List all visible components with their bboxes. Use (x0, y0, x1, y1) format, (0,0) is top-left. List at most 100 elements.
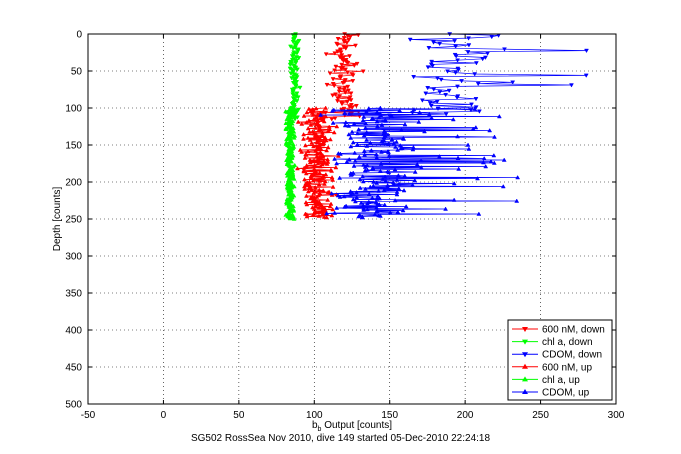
data-point (378, 112, 384, 118)
data-point (364, 130, 370, 135)
data-point (382, 202, 388, 207)
data-point (345, 60, 351, 66)
data-point (453, 70, 459, 76)
data-point (348, 144, 354, 149)
legend-marker (522, 327, 528, 332)
legend-entry-label: 600 nM, up (542, 362, 592, 373)
data-point (313, 114, 319, 119)
data-point (385, 132, 391, 137)
series-chl-a-up (283, 105, 298, 221)
data-point (393, 144, 398, 149)
y-tick-label: 350 (65, 289, 82, 300)
data-point (402, 121, 408, 127)
data-point (324, 215, 330, 220)
series-600-nm-up (295, 105, 341, 220)
data-point (312, 134, 318, 139)
data-point (489, 35, 495, 40)
data-point (426, 46, 432, 51)
y-tick-label: 50 (71, 67, 83, 78)
data-point (288, 71, 294, 76)
data-point (485, 51, 490, 56)
data-point (297, 85, 303, 91)
x-tick-label: 0 (161, 410, 167, 421)
data-point (306, 117, 312, 123)
data-point (332, 210, 338, 215)
data-point (348, 172, 354, 177)
data-point (394, 139, 399, 144)
data-point (336, 86, 342, 92)
data-point (483, 164, 489, 169)
data-point (500, 184, 506, 189)
data-point (377, 168, 383, 173)
data-point (347, 35, 353, 40)
data-point (335, 42, 340, 48)
data-point (318, 112, 324, 117)
data-point (338, 50, 344, 55)
data-point (357, 185, 363, 190)
data-point (335, 96, 341, 101)
data-point (319, 162, 325, 167)
legend-entry-label: CDOM, down (542, 350, 602, 361)
y-tick-label: 200 (65, 178, 82, 189)
y-tick-label: 100 (65, 104, 82, 115)
data-point (299, 121, 305, 126)
data-point (364, 143, 370, 148)
y-tick-label: 450 (65, 363, 82, 374)
data-point (380, 176, 386, 181)
data-point (295, 166, 300, 171)
data-point (466, 146, 472, 151)
legend-entry-label: 600 nM, down (542, 325, 605, 336)
data-point (402, 173, 408, 178)
data-point (343, 46, 349, 51)
data-point (386, 170, 392, 175)
data-point (480, 57, 486, 62)
data-point (455, 68, 461, 73)
data-point (378, 161, 384, 166)
y-tick-label: 250 (65, 215, 82, 226)
data-point (295, 95, 301, 100)
data-point (332, 116, 338, 121)
data-point (316, 213, 322, 218)
x-tick-label: 100 (306, 410, 323, 421)
data-point (310, 198, 316, 203)
data-point (473, 97, 479, 102)
data-point (332, 156, 337, 161)
data-point (303, 143, 308, 148)
data-point (346, 111, 352, 116)
data-point (376, 114, 382, 120)
data-point (465, 50, 471, 55)
data-point (376, 188, 381, 193)
data-point (331, 130, 337, 135)
data-point (335, 193, 341, 198)
data-point (302, 155, 308, 160)
data-point (443, 92, 449, 98)
data-point (354, 190, 359, 195)
data-point (325, 128, 331, 133)
data-point (342, 122, 348, 128)
data-point (290, 131, 296, 137)
data-point (455, 134, 460, 139)
data-point (348, 192, 353, 197)
data-point (308, 196, 313, 201)
data-point (283, 126, 289, 132)
data-point (360, 174, 366, 179)
data-point (339, 62, 345, 68)
data-point (307, 137, 313, 142)
data-point (370, 166, 376, 171)
data-point (343, 119, 349, 125)
data-point (329, 191, 335, 196)
data-point (330, 207, 336, 212)
data-point (371, 179, 376, 184)
data-point (320, 154, 326, 159)
data-point (353, 103, 359, 109)
data-point (324, 211, 330, 216)
data-point (345, 70, 351, 75)
series-cdom-down (387, 32, 589, 118)
data-point (364, 137, 369, 142)
data-point (510, 80, 516, 85)
data-point (410, 182, 416, 187)
data-point (481, 156, 487, 161)
data-point (356, 154, 362, 159)
chart-data-layer (283, 32, 589, 221)
